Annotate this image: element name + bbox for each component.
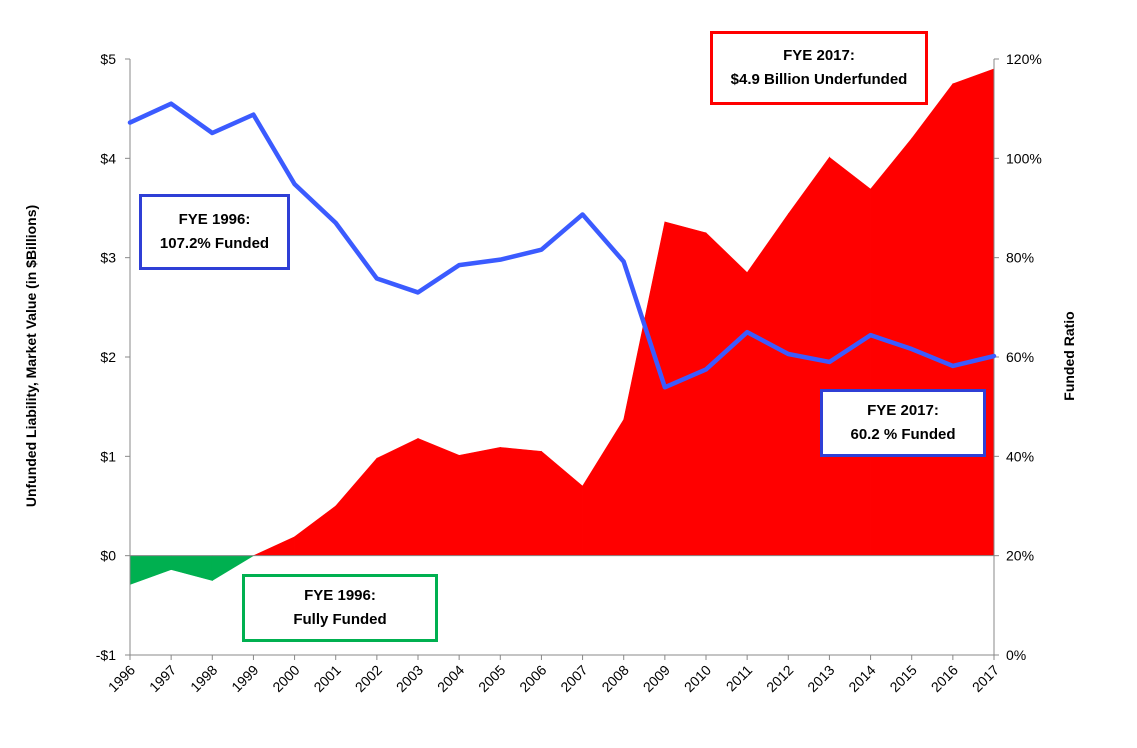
area-segment-2006 [541,450,583,556]
right-tick-label: 0% [1006,647,1026,663]
left-axis-title: Unfunded Liability, Market Value (in $Bi… [23,205,39,507]
axes [125,58,999,660]
x-tick-label: 1998 [187,662,220,695]
x-tick-label: 2006 [516,662,549,695]
left-tick-label: $5 [100,51,116,67]
area-segment-2009 [664,221,707,556]
x-tick-label: 2013 [804,662,837,695]
callout-line: FYE 2017: [783,47,855,64]
x-tick-label: 2004 [434,662,467,695]
area-segment-2004 [458,447,501,556]
area-segment-2016 [952,68,995,556]
x-tick-label: 2017 [969,662,1002,695]
area-segment-2000 [294,505,337,556]
callout-fye1996-funded: FYE 1996: 107.2% Funded [139,194,290,270]
area-segment-1999 [253,536,295,556]
x-tick-label: 2010 [681,662,714,695]
x-tick-label: 2007 [557,662,590,695]
right-tick-label: 60% [1006,349,1034,365]
funded-ratio-polyline [127,101,997,390]
x-tick-label: 2003 [393,662,426,695]
x-tick-label: 2000 [269,662,302,695]
callout-line: 60.2 % Funded [850,426,956,443]
area-segment-1997 [170,555,213,581]
left-tick-label: $4 [100,150,116,166]
left-tick-label: $3 [100,250,116,266]
x-tick-label: 2008 [598,662,631,695]
funded-ratio-line [127,101,997,390]
x-tick-label: 2011 [723,662,756,695]
callout-line: FYE 1996: [304,587,376,604]
callout-line: Fully Funded [293,611,387,628]
area-segment-2015 [911,82,954,556]
area-segment-2010 [705,232,748,556]
area-segment-2005 [499,447,542,556]
area-segment-2002 [376,437,419,556]
area-segment-1996 [129,555,172,585]
callout-line: FYE 2017: [867,402,939,419]
callout-line: 107.2% Funded [159,235,270,252]
left-tick-label: $0 [100,548,116,564]
callout-line: $4.9 Billion Underfunded [730,71,908,88]
area-segment-2011 [746,213,789,556]
x-tick-label: 1996 [105,662,138,695]
x-tick-label: 2001 [310,662,343,695]
x-tick-label: 2014 [845,662,878,695]
unfunded-liability-area [129,68,995,585]
right-axis-title: Funded Ratio [1061,311,1077,400]
left-tick-label: $2 [100,349,116,365]
x-tick-label: 2012 [763,662,796,695]
x-tick-label: 2016 [928,662,961,695]
left-tick-label: -$1 [96,647,116,663]
right-tick-label: 20% [1006,548,1034,564]
x-tick-label: 2015 [886,662,919,695]
x-tick-label: 1999 [228,662,261,695]
x-tick-label: 2002 [352,662,385,695]
callout-fye2017-funded: FYE 2017: 60.2 % Funded [820,389,986,457]
area-segment-2003 [417,438,460,556]
area-segment-2007 [582,418,625,556]
left-tick-label: $1 [100,448,116,464]
callout-line: FYE 1996: [178,211,251,228]
callout-fye2017-underfunded: FYE 2017: $4.9 Billion Underfunded [710,31,928,105]
x-tick-label: 2009 [640,662,673,695]
x-tick-label: 1997 [146,662,179,695]
right-tick-label: 40% [1006,448,1034,464]
right-tick-label: 80% [1006,250,1034,266]
area-segment-2008 [623,221,666,556]
right-tick-label: 120% [1006,51,1042,67]
right-tick-label: 100% [1006,150,1042,166]
callout-fye1996-fully-funded: FYE 1996: Fully Funded [242,574,438,642]
area-segment-2001 [335,457,378,556]
x-tick-label: 2005 [475,662,508,695]
